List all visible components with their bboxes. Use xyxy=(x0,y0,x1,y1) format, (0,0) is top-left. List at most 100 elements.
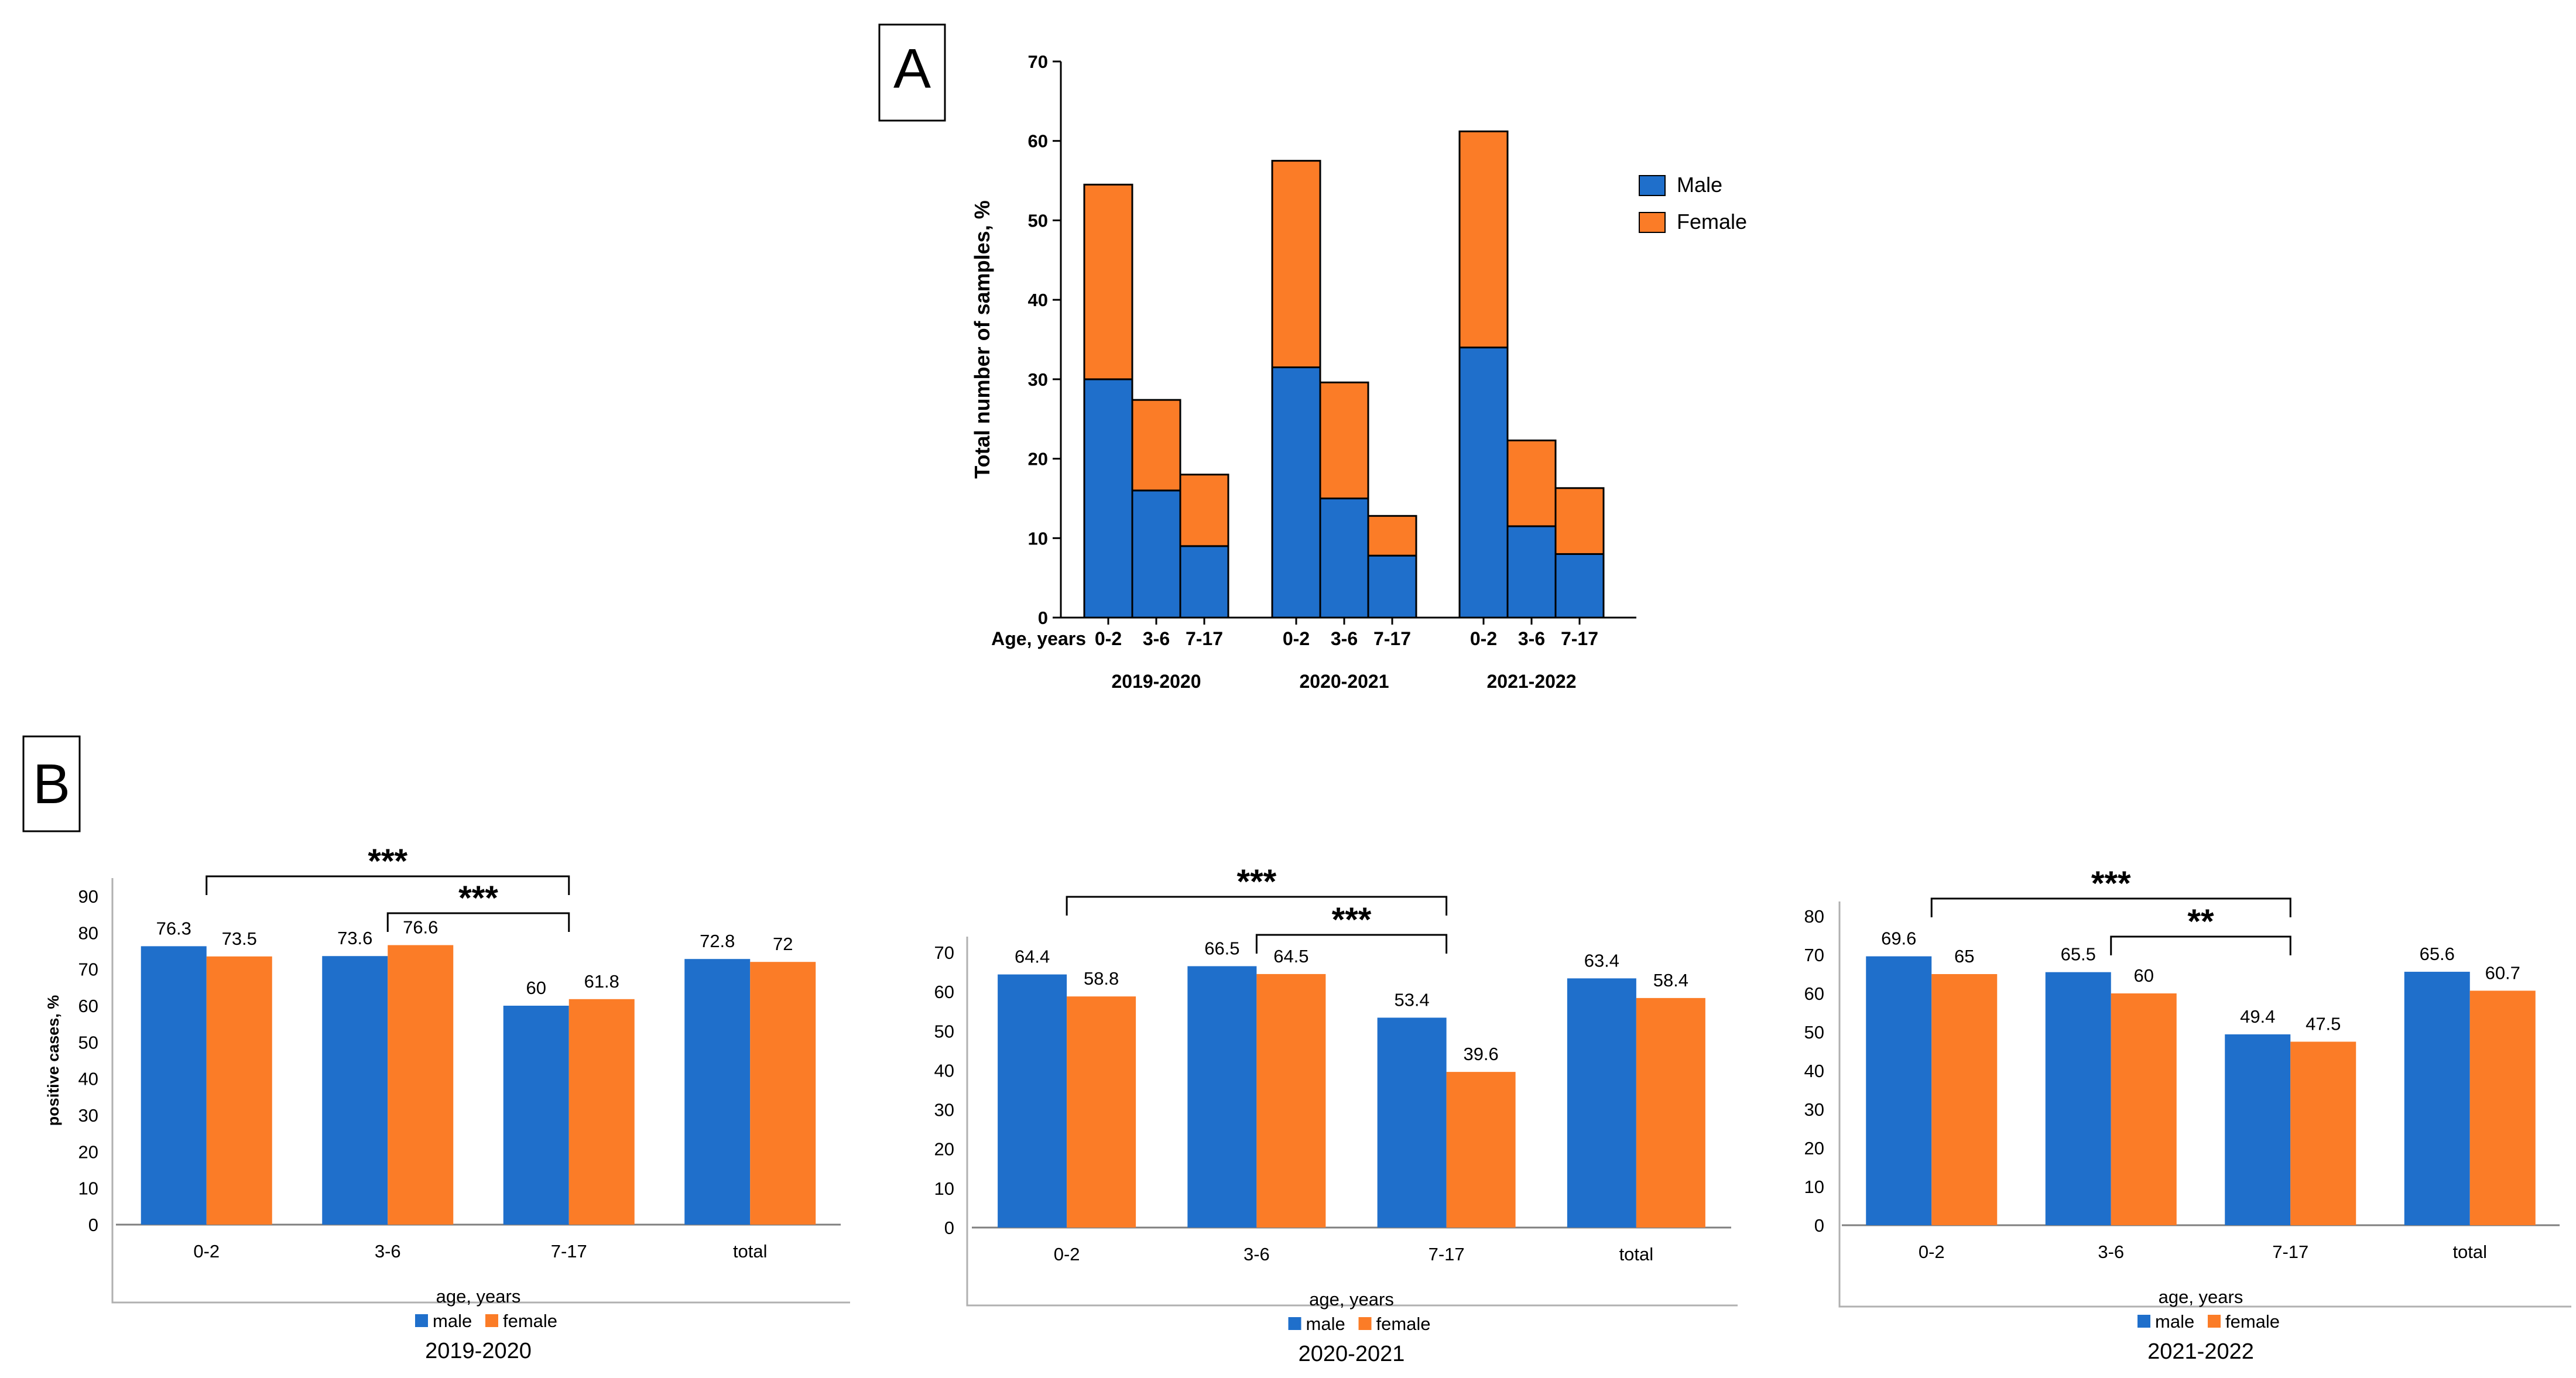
b2021-bar-female xyxy=(2290,1041,2356,1225)
panel-a-legend-label: Female xyxy=(1677,210,1747,234)
b2021-legend-label: female xyxy=(2225,1311,2280,1332)
b2020-data-label: 63.4 xyxy=(1584,950,1619,971)
b2020-bar-male xyxy=(1377,1017,1447,1228)
b2020-legend-label: female xyxy=(1376,1314,1431,1334)
b2021-y-tick-label: 20 xyxy=(1804,1138,1824,1158)
b2021-y-tick-label: 70 xyxy=(1804,945,1824,965)
panel-a-chart: 0 10 20 30 40 50 60 70 Total number of samples, … xyxy=(970,52,1747,692)
b2019-bar-male xyxy=(684,959,751,1225)
b2019-data-label: 76.3 xyxy=(156,918,191,938)
b2021-significance-label: ** xyxy=(2187,903,2214,941)
panel-a-age-label: Age, years xyxy=(991,628,1086,649)
b2020-significance-bracket xyxy=(1255,934,1448,954)
b2020-data-label: 58.8 xyxy=(1084,968,1119,989)
b2021-frame xyxy=(1838,901,2571,1308)
panel-a-label-text: A xyxy=(893,37,931,100)
panel-a-bar-male xyxy=(1179,545,1229,619)
panel-a-bar-male xyxy=(1506,525,1557,619)
b2019-x-tick-label: 0-2 xyxy=(193,1241,220,1262)
panel-a-label-box xyxy=(878,23,946,122)
panel-a-bar-male xyxy=(1554,553,1605,619)
panel-b-label: B xyxy=(22,735,81,832)
b2021-bar-female xyxy=(2469,990,2536,1225)
panel-a-bar-female xyxy=(1554,487,1605,555)
b2020-y-tick-label: 50 xyxy=(934,1021,954,1041)
b2020-bar-female xyxy=(1256,973,1326,1228)
b2019-y-tick-label: 80 xyxy=(78,923,98,943)
b2020-significance-bracket xyxy=(1066,896,1448,916)
b2020-bar-male xyxy=(1567,978,1636,1228)
b2019-bar-female xyxy=(206,956,272,1225)
panel-a-bar-female xyxy=(1131,399,1181,492)
b2021-significance-bracket xyxy=(2110,935,2291,955)
b2019-legend-label: female xyxy=(503,1311,557,1331)
b2021-bar-male xyxy=(2045,972,2111,1225)
b2019-y-tick-label: 0 xyxy=(88,1215,98,1235)
b2019-data-label: 73.6 xyxy=(337,928,372,948)
panel-a-group-label: 2019-2020 xyxy=(1111,671,1201,692)
b2019-y-tick-label: 30 xyxy=(78,1105,98,1126)
b2021-y-tick-label: 80 xyxy=(1804,906,1824,927)
panel-a-x-tick-label: 0-2 xyxy=(1470,628,1497,649)
panel-a-group-label: 2021-2022 xyxy=(1486,671,1576,692)
b2020-bar-female xyxy=(1067,996,1136,1228)
panel-a-bar-female xyxy=(1458,130,1509,349)
b2019-legend-male-swatch xyxy=(415,1314,428,1327)
b2019-chart-title: 2019-2020 xyxy=(425,1339,532,1363)
panel-a-y-tick-label: 40 xyxy=(1028,290,1048,310)
b2020-y-tick-label: 60 xyxy=(934,982,954,1002)
b2019-bar-female xyxy=(388,945,454,1225)
b2021-data-label: 60.7 xyxy=(2485,962,2520,983)
b2021-bar-male xyxy=(2225,1034,2291,1225)
b2019-significance-bracket xyxy=(386,912,570,932)
panel-a-x-tick-label: 7-17 xyxy=(1373,628,1411,649)
b2020-bar-male xyxy=(998,974,1067,1228)
panel-a-bar-male xyxy=(1458,347,1509,619)
b2020-x-tick-label: 0-2 xyxy=(1054,1244,1080,1264)
b2021-significance-label: *** xyxy=(2091,865,2131,903)
b2019-data-label: 76.6 xyxy=(403,917,438,938)
panel-b-label-text: B xyxy=(33,753,70,815)
b2021-data-label: 65.5 xyxy=(2061,944,2096,965)
b2021-x-tick-label: 0-2 xyxy=(1919,1242,1945,1262)
b2021-x-tick-label: 7-17 xyxy=(2272,1242,2308,1262)
b2019-data-label: 72.8 xyxy=(700,931,735,951)
b2020-y-tick-label: 20 xyxy=(934,1139,954,1160)
b2019-y-tick-label: 70 xyxy=(78,959,98,980)
b2021-y-tick-label: 40 xyxy=(1804,1061,1824,1081)
panel-a-y-tick-label: 50 xyxy=(1028,210,1048,231)
b2019-data-label: 60 xyxy=(526,978,546,998)
panel-a-y-tick-label: 10 xyxy=(1028,528,1048,549)
b2020-bar-male xyxy=(1187,966,1257,1228)
b2021-data-label: 65 xyxy=(1954,946,1974,966)
b2021-x-tick-label: 3-6 xyxy=(2098,1242,2124,1262)
b2019-legend-female-swatch xyxy=(485,1314,498,1327)
b2020-y-tick-label: 30 xyxy=(934,1100,954,1120)
b2019-bar-male xyxy=(141,946,207,1225)
b2021-bar-male xyxy=(1866,956,1932,1225)
panel-a-legend-male-swatch xyxy=(1639,175,1666,196)
b2020-y-tick-label: 0 xyxy=(944,1218,954,1238)
panel-a-x-tick-label: 7-17 xyxy=(1186,628,1223,649)
b2019-x-tick-label: total xyxy=(733,1241,768,1262)
b2019-bar-female xyxy=(750,962,816,1225)
b2019-y-axis-title: positive cases, % xyxy=(44,995,62,1126)
b2020-chart-title: 2020-2021 xyxy=(1299,1342,1405,1366)
b2020-y-tick-label: 40 xyxy=(934,1060,954,1081)
b2020-y-tick-label: 70 xyxy=(934,942,954,963)
b2020-data-label: 39.6 xyxy=(1463,1044,1498,1064)
panel-a-legend-label: Male xyxy=(1677,173,1722,197)
b2019-y-tick-label: 40 xyxy=(78,1069,98,1089)
b2019-data-label: 72 xyxy=(773,934,793,954)
b2020-x-tick-label: total xyxy=(1619,1244,1654,1264)
b2020-data-label: 53.4 xyxy=(1394,989,1429,1010)
panel-a-x-tick-label: 0-2 xyxy=(1283,628,1310,649)
panel-a-bar-male xyxy=(1319,497,1369,619)
panel-a-bar-female xyxy=(1179,474,1229,547)
b2019-significance-label: *** xyxy=(368,842,407,880)
b2021-bar-male xyxy=(2404,972,2470,1225)
b2020-frame xyxy=(966,937,1738,1307)
b2021-data-label: 65.6 xyxy=(2420,944,2455,964)
b2019-x-tick-label: 3-6 xyxy=(375,1241,401,1262)
